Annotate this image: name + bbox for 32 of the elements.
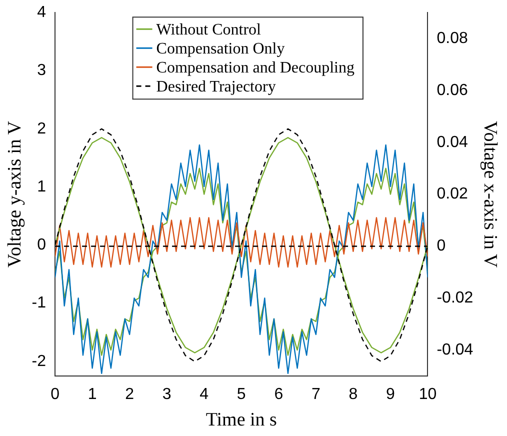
y2-tick-label: 0.04 [436,134,468,151]
y2-tick-label: 0.02 [436,186,468,203]
y2-tick-label: 0.06 [436,82,468,99]
y-tick-label: -1 [32,294,46,312]
legend-label: Compensation and Decoupling [156,59,354,76]
y2-tick-label: 0.08 [436,30,468,47]
y2-tick-label: 0 [436,238,446,255]
y-tick-label: 2 [37,120,46,138]
legend-label: Desired Trajectory [156,78,276,96]
y-tick-label: 3 [37,62,46,80]
x-tick-label: 2 [125,386,134,404]
x-tick-label: 3 [162,386,172,404]
y-tick-label: 0 [37,236,46,254]
legend-label: Without Control [156,21,262,38]
x-tick-label: 10 [418,386,437,404]
x-tick-label: 5 [236,386,246,404]
legend-label: Compensation Only [156,40,285,58]
y-tick-label: -2 [32,352,46,370]
x-tick-label: 0 [50,386,60,404]
y2-tick-label: -0.02 [436,290,474,307]
x-tick-label: 7 [311,386,320,404]
y2-axis-title: Voltage x-axis in V [480,121,501,268]
x-tick-label: 1 [88,386,97,404]
y-tick-label: 1 [37,178,46,196]
x-tick-label: 4 [200,386,209,404]
y-axis-title: Voltage y-axis in V [4,120,26,268]
y2-tick-label: -0.04 [436,341,474,358]
x-tick-label: 8 [348,386,358,404]
y-tick-label: 4 [37,4,46,22]
x-axis-title: Time in s [206,410,277,431]
x-tick-label: 9 [386,386,396,404]
x-tick-label: 6 [274,386,284,404]
